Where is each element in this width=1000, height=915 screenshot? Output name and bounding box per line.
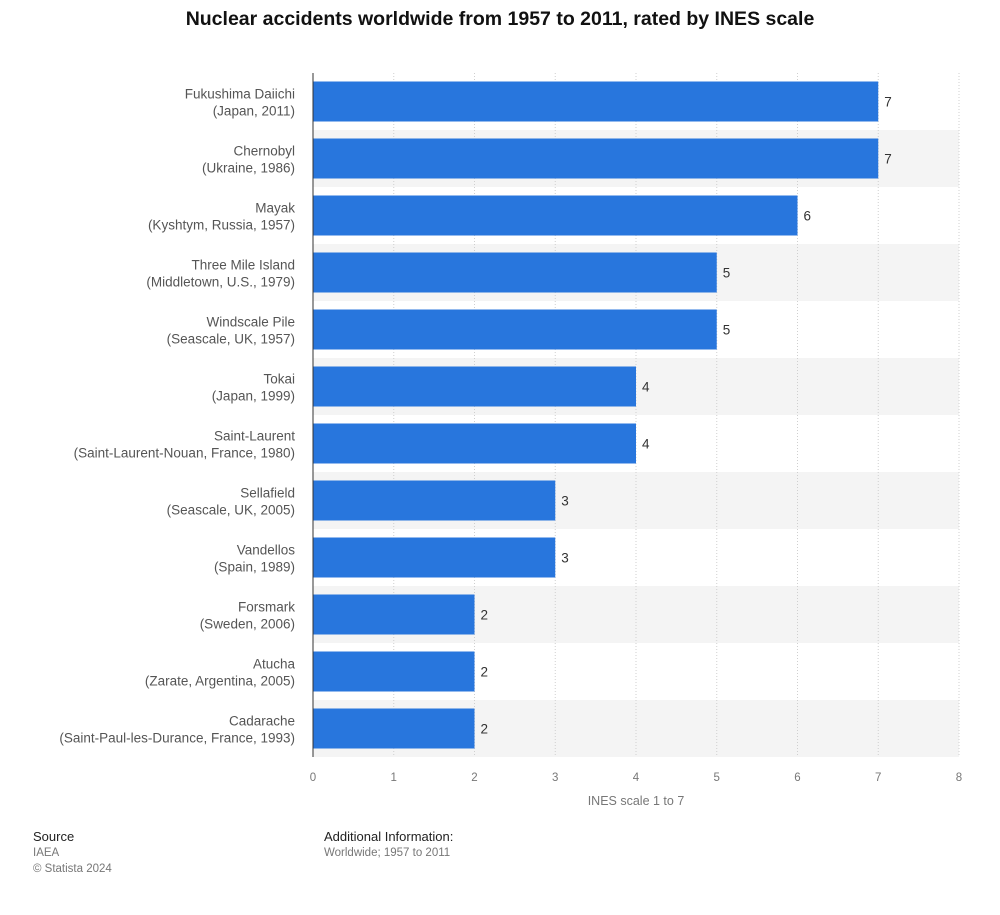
x-tick-label: 5 <box>714 772 720 784</box>
bar <box>313 309 717 350</box>
source-label: Source <box>33 829 75 844</box>
category-detail-label: (Saint-Laurent-Nouan, France, 1980) <box>74 446 295 461</box>
value-label: 3 <box>561 494 569 509</box>
bar <box>313 537 556 578</box>
category-label: Sellafield <box>240 486 295 501</box>
category-label: Saint-Laurent <box>214 429 295 444</box>
category-label: Cadarache <box>229 714 295 729</box>
x-tick-label: 8 <box>956 772 962 784</box>
category-detail-label: (Japan, 1999) <box>212 389 295 404</box>
bar <box>313 252 717 293</box>
additional-info-value: Worldwide; 1957 to 2011 <box>324 847 451 859</box>
category-label: Fukushima Daiichi <box>185 87 295 102</box>
source-value: IAEA <box>33 847 60 859</box>
value-label: 2 <box>481 665 489 680</box>
x-tick-labels: 0 1 2 3 4 5 6 7 8 <box>310 772 962 784</box>
bar <box>313 423 636 464</box>
x-tick-label: 7 <box>875 772 881 784</box>
value-label: 4 <box>642 437 650 452</box>
category-label: Tokai <box>263 372 295 387</box>
x-tick-label: 1 <box>391 772 397 784</box>
chart-title: Nuclear accidents worldwide from 1957 to… <box>185 8 815 30</box>
category-label: Three Mile Island <box>191 258 295 273</box>
bar <box>313 651 475 692</box>
bar <box>313 480 556 521</box>
bar <box>313 366 636 407</box>
additional-info-block: Additional Information: Worldwide; 1957 … <box>324 829 453 861</box>
bar <box>313 594 475 635</box>
category-label: Atucha <box>253 657 296 672</box>
value-label: 5 <box>723 323 731 338</box>
category-label: Forsmark <box>238 600 295 615</box>
value-label: 6 <box>804 209 812 224</box>
value-label: 7 <box>884 152 892 167</box>
category-detail-label: (Zarate, Argentina, 2005) <box>145 674 295 689</box>
category-label: Chernobyl <box>233 144 295 159</box>
value-label: 3 <box>561 551 569 566</box>
category-detail-label: (Sweden, 2006) <box>200 617 295 632</box>
source-block: Source IAEA © Statista 2024 <box>33 829 112 877</box>
category-detail-label: (Kyshtym, Russia, 1957) <box>148 218 295 233</box>
category-label: Windscale Pile <box>206 315 295 330</box>
x-tick-label: 0 <box>310 772 316 784</box>
category-detail-label: (Japan, 2011) <box>213 104 295 119</box>
additional-info-label: Additional Information: <box>324 829 454 844</box>
value-labels: 7 7 6 5 5 4 4 3 3 2 2 2 <box>481 95 892 737</box>
category-detail-label: (Spain, 1989) <box>214 560 295 575</box>
category-detail-label: (Ukraine, 1986) <box>202 161 295 176</box>
category-detail-label: (Saint-Paul-les-Durance, France, 1993) <box>59 731 295 746</box>
category-detail-label: (Seascale, UK, 2005) <box>167 503 295 518</box>
category-labels: Fukushima Daiichi (Japan, 2011) Chernobyl (… <box>59 87 295 746</box>
copyright-text: © Statista 2024 <box>33 863 112 875</box>
x-tick-label: 4 <box>633 772 640 784</box>
value-label: 2 <box>481 608 489 623</box>
bar <box>313 81 879 122</box>
x-tick-label: 2 <box>471 772 477 784</box>
bar <box>313 195 798 236</box>
value-label: 5 <box>723 266 731 281</box>
value-label: 4 <box>642 380 650 395</box>
x-tick-label: 3 <box>552 772 558 784</box>
bar <box>313 708 475 749</box>
gridlines <box>393 73 960 757</box>
category-label: Mayak <box>255 201 295 216</box>
x-tick-label: 6 <box>794 772 800 784</box>
value-label: 7 <box>884 95 892 110</box>
x-axis-label: INES scale 1 to 7 <box>588 794 685 808</box>
category-detail-label: (Seascale, UK, 1957) <box>167 332 295 347</box>
bars <box>313 81 879 749</box>
category-detail-label: (Middletown, U.S., 1979) <box>146 275 295 290</box>
bar <box>313 138 879 179</box>
category-label: Vandellos <box>237 543 296 558</box>
value-label: 2 <box>481 722 489 737</box>
